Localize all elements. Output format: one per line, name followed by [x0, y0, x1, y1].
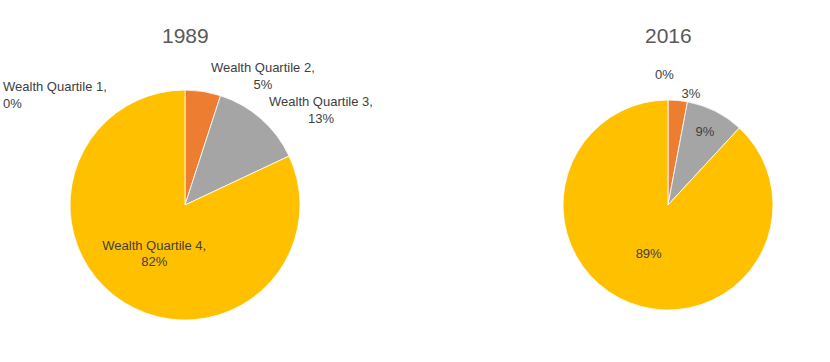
svg-text:2016: 2016 [645, 24, 692, 47]
svg-text:9%: 9% [695, 124, 714, 139]
svg-text:1989: 1989 [162, 24, 209, 47]
svg-text:89%: 89% [636, 246, 662, 261]
svg-text:Wealth Quartile 3,13%: Wealth Quartile 3,13% [269, 94, 373, 126]
svg-text:Wealth Quartile 1,0%: Wealth Quartile 1,0% [3, 79, 107, 111]
svg-text:Wealth Quartile 4,82%: Wealth Quartile 4,82% [102, 238, 206, 270]
svg-text:Wealth Quartile 2,5%: Wealth Quartile 2,5% [211, 60, 315, 92]
svg-text:3%: 3% [682, 86, 701, 101]
svg-text:0%: 0% [655, 67, 674, 82]
